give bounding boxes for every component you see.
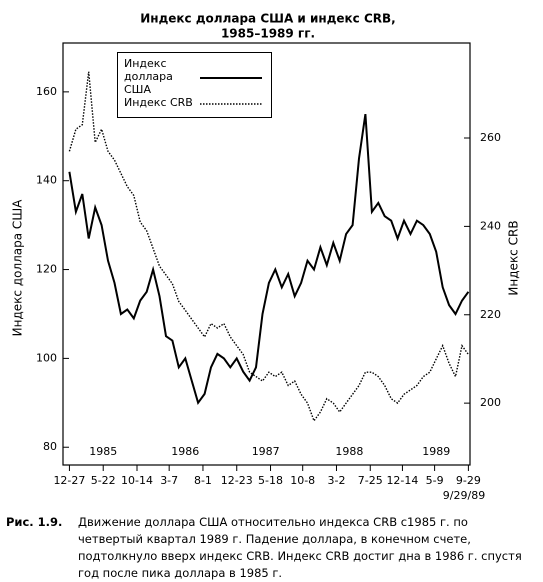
x-tick-label: 12-14 [386,474,418,487]
y-tick-label: 80 [43,440,57,453]
y2-tick-label: 200 [480,396,501,409]
year-label: 1986 [171,445,199,458]
year-label: 1989 [422,445,450,458]
end-date: 9/29/89 [443,489,485,500]
legend-label: Индекс доллара США [124,57,173,96]
legend-label: Индекс CRB [124,96,193,109]
series-line [68,113,470,406]
y-tick-label: 120 [36,263,57,276]
y2-tick-label: 220 [480,308,501,321]
year-label: 1987 [252,445,280,458]
y2-tick-label: 240 [480,219,501,232]
x-tick-label: 12-23 [221,474,253,487]
y-tick-label: 100 [36,351,57,364]
x-tick-label: 7-25 [358,474,383,487]
y-tick-label: 160 [36,85,57,98]
chart: Индекс доллара США и индекс CRB, 1985–19… [11,12,521,501]
y2-axis-label: Индекс CRB [507,220,521,295]
y-axis-label: Индекс доллара США [11,199,25,336]
chart-title: Индекс доллара США и индекс CRB, [140,12,395,26]
legend: Индекс доллара США Индекс CRB [117,52,272,118]
year-label: 1985 [89,445,117,458]
series-line [68,71,469,423]
x-tick-label: 5-9 [426,474,444,487]
x-tick-label: 10-8 [290,474,315,487]
x-tick-label: 8-1 [194,474,212,487]
x-tick-label: 3-7 [160,474,178,487]
year-label: 1988 [335,445,363,458]
caption-text: Движение доллара США относительно индекс… [78,515,522,580]
plot-frame [62,42,471,466]
x-tick-label: 9-29 [456,474,481,487]
x-tick-label: 5-22 [91,474,116,487]
x-tick-label: 5-18 [258,474,283,487]
x-tick-label: 3-2 [327,474,345,487]
chart-title: 1985–1989 гг. [221,27,315,41]
legend-swatch [200,77,262,79]
caption: Рис. 1.9. Движение доллара США относител… [6,514,536,582]
x-tick-label: 10-14 [121,474,153,487]
x-tick-label: 12-27 [53,474,85,487]
y2-tick-label: 260 [480,131,501,144]
caption-label: Рис. 1.9. [6,515,63,529]
legend-swatch [200,103,262,105]
y-tick-label: 140 [36,174,57,187]
